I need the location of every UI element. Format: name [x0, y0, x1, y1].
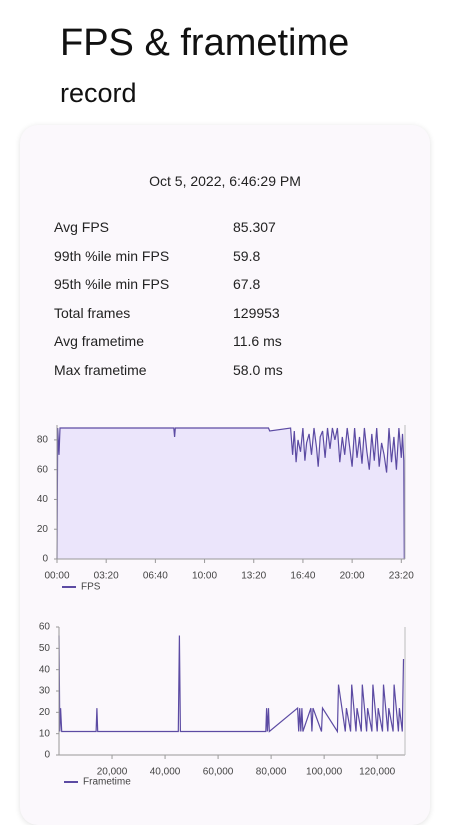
y-tick-label: 20 — [37, 524, 49, 535]
stat-label: 95th %ile min FPS — [54, 276, 170, 292]
x-tick-label: 60,000 — [203, 767, 234, 778]
x-tick-label: 40,000 — [150, 767, 181, 778]
x-tick-label: 03:20 — [94, 571, 119, 582]
x-tick-label: 20,000 — [97, 767, 128, 778]
stat-value: 59.8 — [233, 247, 261, 264]
line — [58, 635, 405, 734]
x-tick-label: 20:00 — [340, 571, 365, 582]
stat-value: 129953 — [233, 304, 280, 321]
legend-label: Frametime — [83, 777, 131, 788]
y-tick-label: 10 — [39, 728, 51, 739]
y-tick-label: 40 — [39, 664, 51, 675]
y-tick-label: 60 — [39, 622, 51, 633]
y-tick-label: 60 — [37, 464, 49, 475]
screen: FPS & frametime record Oct 5, 2022, 6:46… — [36, 22, 415, 788]
y-tick-label: 80 — [37, 435, 49, 446]
x-tick-label: 13:20 — [241, 571, 266, 582]
stat-value: 11.6 ms — [233, 333, 282, 349]
stat-value: 85.307 — [233, 219, 276, 235]
y-tick-label: 0 — [42, 554, 48, 565]
stat-label: Avg frametime — [54, 333, 144, 349]
stat-label: 99th %ile min FPS — [54, 247, 170, 264]
legend-label: FPS — [81, 582, 101, 593]
x-tick-label: 16:40 — [290, 571, 315, 582]
area — [57, 428, 405, 559]
stat-value: 58.0 ms — [233, 361, 283, 378]
x-tick-label: 00:00 — [44, 571, 69, 582]
title: FPS & frametime — [60, 22, 350, 64]
y-tick-label: 0 — [44, 750, 50, 761]
subtitle: record — [60, 78, 137, 108]
stat-label: Total frames — [54, 304, 131, 321]
x-tick-label: 80,000 — [256, 767, 287, 778]
x-tick-label: 100,000 — [306, 767, 343, 778]
x-tick-label: 23:20 — [389, 571, 414, 582]
stat-value: 67.8 — [233, 276, 261, 292]
charts: 0 20 40 60 80 00:00 03:20 06:40 10:00 13:20 16:40 2… — [37, 425, 414, 788]
record-date: Oct 5, 2022, 6:46:29 PM — [149, 173, 301, 189]
stat-label: Avg FPS — [54, 219, 109, 235]
y-tick-label: 50 — [39, 643, 51, 654]
x-tick-label: 06:40 — [143, 571, 168, 582]
x-tick-label: 10:00 — [192, 571, 217, 582]
y-tick-label: 30 — [39, 686, 51, 697]
y-tick-label: 40 — [37, 494, 49, 505]
y-tick-label: 20 — [39, 707, 51, 718]
line — [56, 427, 405, 560]
stat-label: Max frametime — [54, 361, 147, 378]
x-tick-label: 120,000 — [359, 767, 396, 778]
